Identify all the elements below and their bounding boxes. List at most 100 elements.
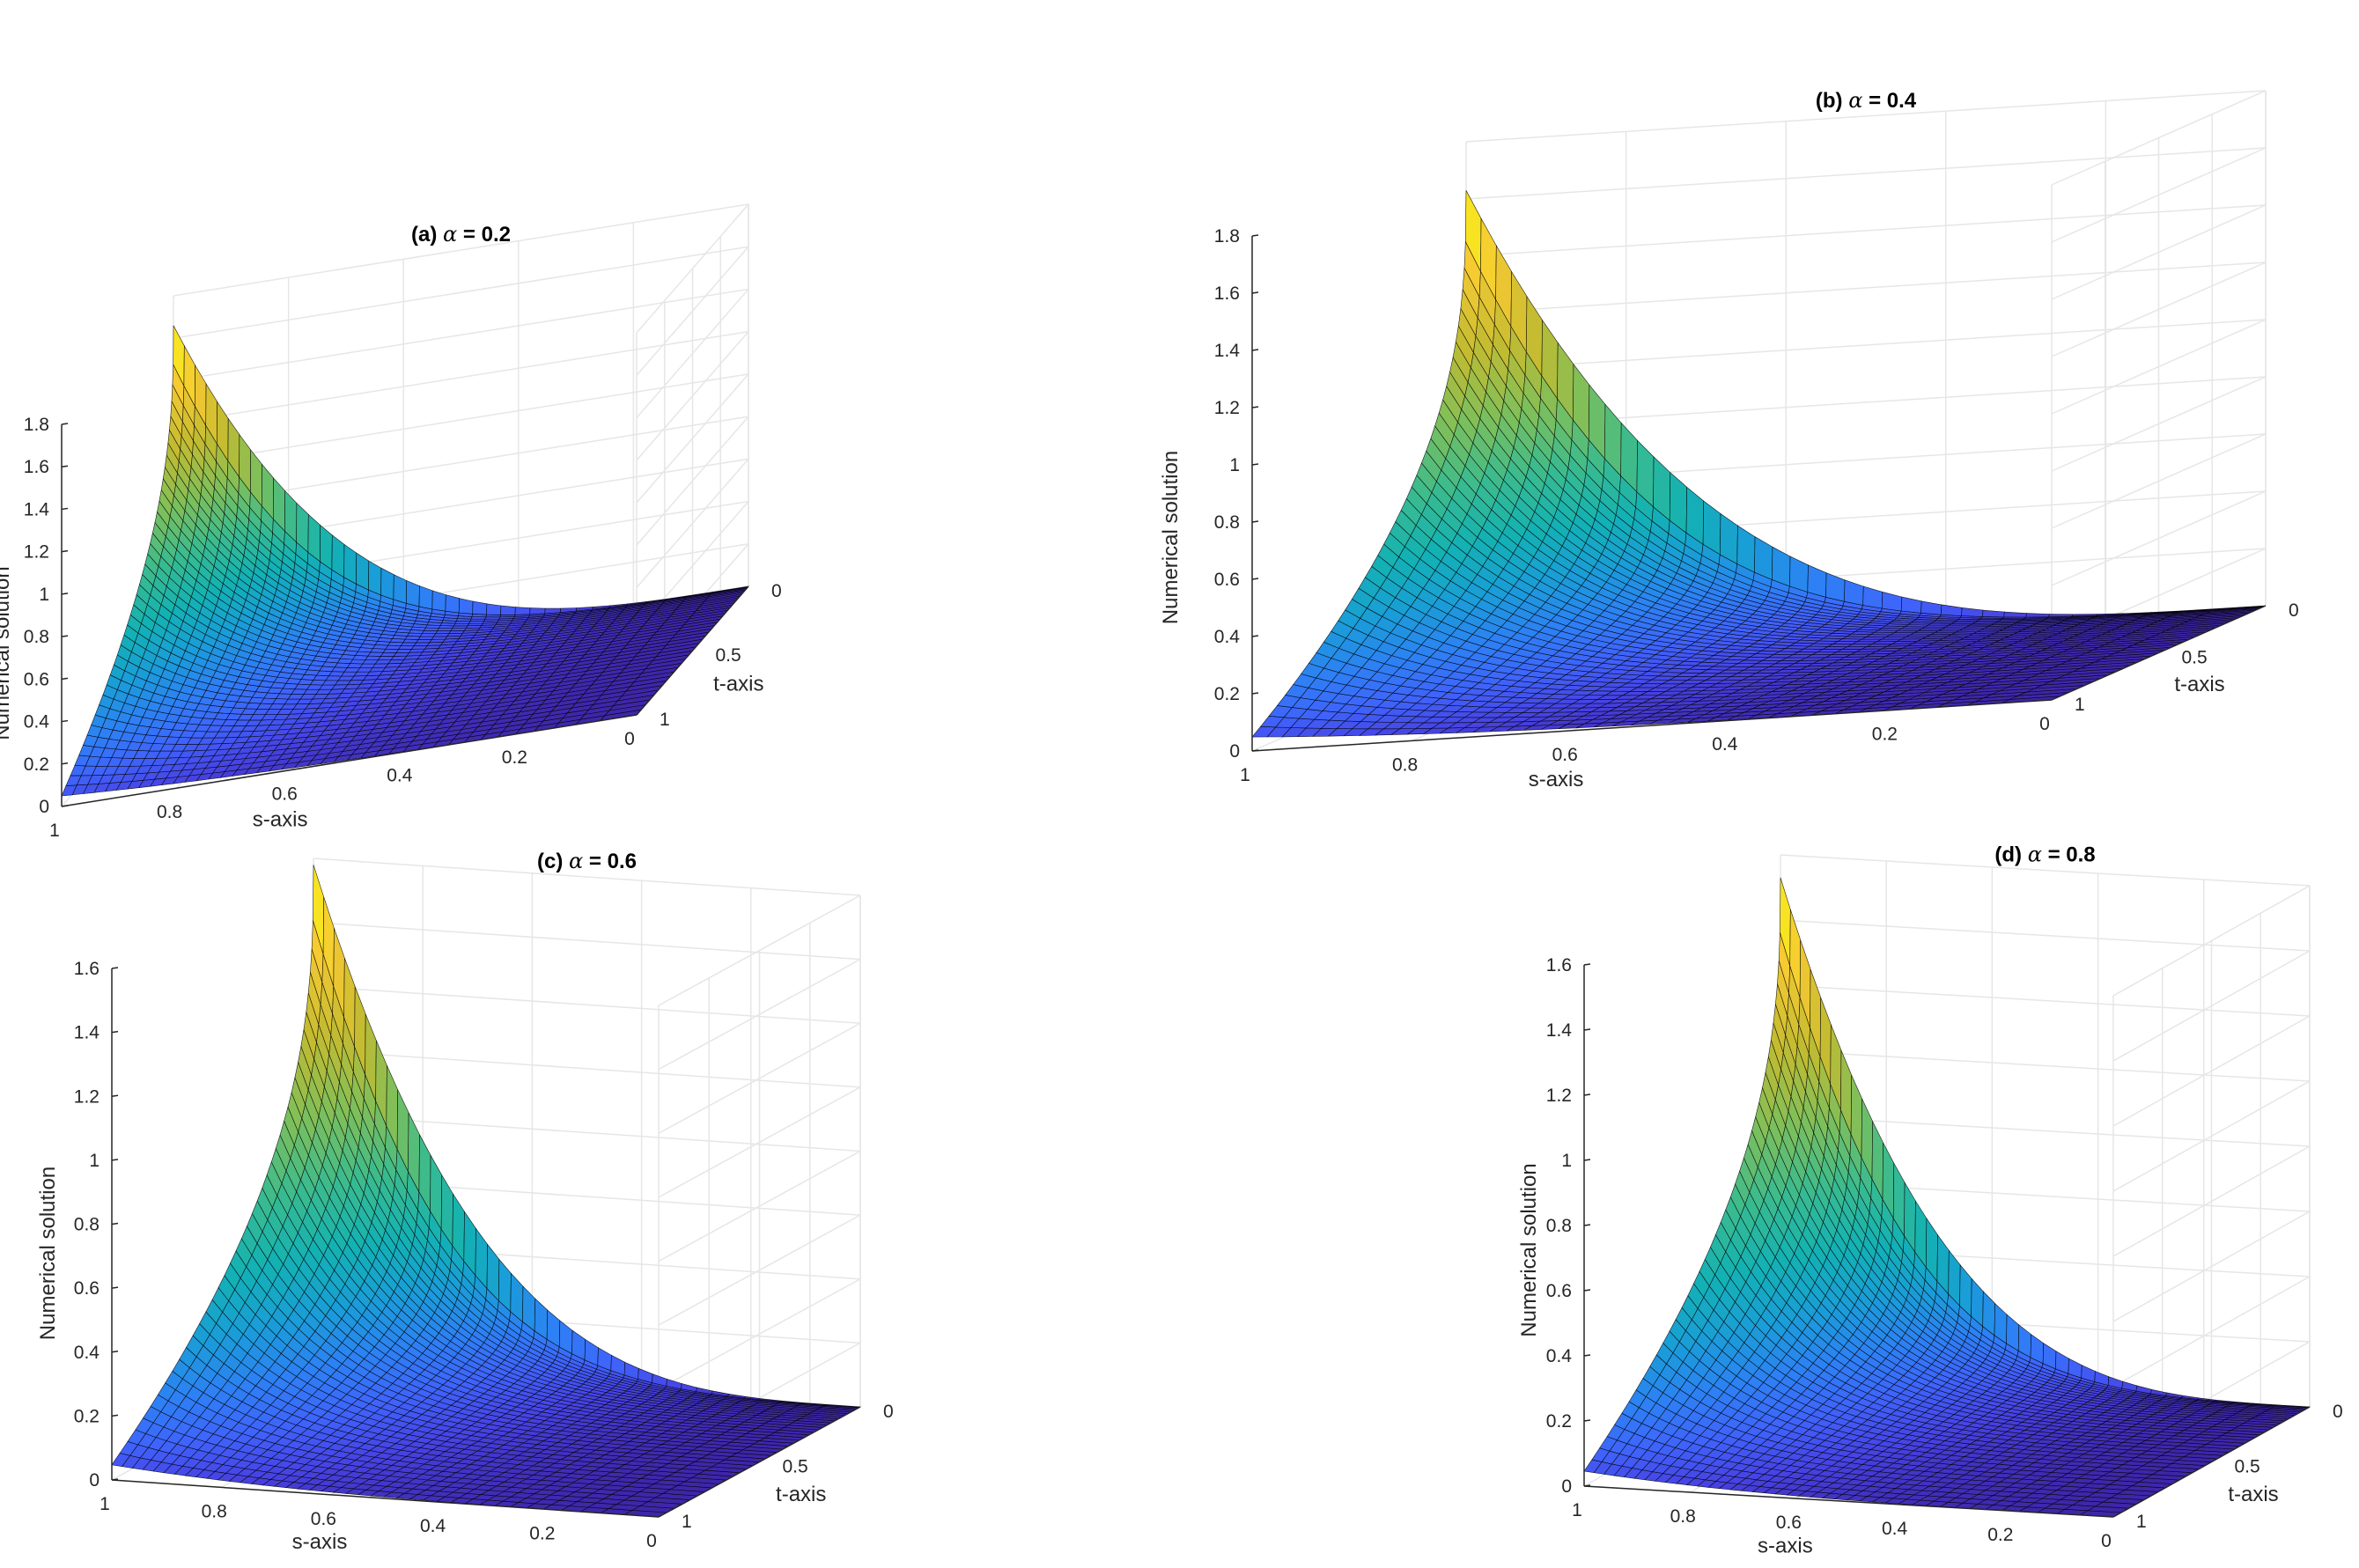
s-tick-label: 0.2 [502, 747, 527, 768]
panel-title: (a) α = 0.2 [411, 222, 511, 247]
surface-cell [544, 607, 562, 615]
surface-cell [500, 605, 516, 615]
surface-cell [1754, 536, 1773, 580]
z-tick [1251, 291, 1259, 294]
t-tick-label: 1 [2075, 695, 2085, 715]
z-tick-label: 1.2 [24, 542, 49, 563]
surface-cell [1844, 579, 1864, 606]
surface-cell [453, 622, 470, 627]
t-tick-label: 0.5 [716, 645, 741, 666]
z-tick [61, 465, 69, 467]
grid-line [1465, 261, 2267, 314]
panel-title: (b) α = 0.4 [1816, 88, 1917, 113]
t-axis-label: t-axis [2174, 673, 2224, 696]
grid-line [1465, 319, 2267, 372]
z-tick-label: 1.4 [1214, 341, 1241, 361]
s-tick-label: 0.6 [272, 784, 298, 804]
grid-line [173, 330, 749, 424]
t-tick-label: 0 [2289, 600, 2299, 621]
z-tick-label: 0.4 [1214, 627, 1241, 647]
z-tick-label: 0.4 [24, 712, 50, 732]
surface-cell [320, 524, 333, 571]
surface-cell [445, 594, 460, 614]
surface-cell [356, 552, 370, 591]
surface-cell [472, 600, 488, 615]
surface-cell [1736, 525, 1756, 573]
s-tick-label: 1 [1240, 765, 1250, 785]
z-tick-label: 1.6 [24, 457, 49, 477]
surface-cell [1807, 564, 1827, 598]
s-tick-label: 0.4 [387, 766, 413, 786]
z-tick-label: 1 [39, 585, 49, 605]
grid-line [173, 373, 749, 467]
z-tick-label: 0.8 [24, 627, 49, 647]
z-tick [61, 593, 69, 595]
z-tick [1251, 578, 1259, 580]
z-axis-label: Numerical solution [0, 566, 14, 740]
surface-cell [368, 560, 382, 596]
surface-mesh [111, 865, 862, 1518]
surface-cell [2025, 613, 2050, 618]
t-tick-label: 1 [660, 710, 670, 730]
grid-line [1465, 147, 2267, 200]
surface-panel-c: 00.20.40.60.811.21.41.61 0.8 0.6 0.4 0.2 000.… [36, 849, 894, 1554]
surface-cell [416, 638, 432, 644]
z-tick-label: 1.8 [24, 415, 49, 435]
s-tick-label: 0.8 [1392, 755, 1418, 775]
z-tick-label: 0.6 [1214, 570, 1240, 590]
s-axis-label: s-axis [1529, 768, 1584, 791]
z-tick [1251, 463, 1259, 466]
z-tick-label: 1.2 [1214, 398, 1240, 418]
surface-cell [393, 574, 408, 604]
surface-mesh [61, 325, 749, 797]
surface-cell [418, 585, 433, 610]
surface-cell [400, 642, 417, 646]
grid-line [173, 203, 749, 297]
s-tick-label: 0.2 [1872, 725, 1898, 745]
surface-cell [484, 616, 501, 620]
z-tick-label: 0 [1229, 741, 1240, 762]
z-tick [1251, 406, 1259, 409]
z-tick-label: 0.2 [1214, 684, 1240, 704]
surface-cell [431, 636, 448, 640]
surface-cell [1789, 556, 1809, 593]
z-tick-label: 0.8 [1214, 512, 1240, 533]
surface-panel-b: 00.20.40.60.811.21.41.61.810.80.60.40.20… [1159, 88, 2299, 791]
grid-line [173, 288, 749, 382]
surface-cell [331, 534, 345, 578]
surface-cell [417, 636, 435, 640]
z-tick [61, 423, 69, 425]
grid-line [173, 246, 749, 339]
z-tick [61, 507, 69, 511]
surface-cell [385, 644, 402, 650]
surface-cell [431, 590, 446, 612]
surface-cell [1862, 585, 1884, 609]
surface-cell [1961, 607, 1984, 617]
surface-cell [1825, 572, 1846, 602]
surface-cell [486, 603, 502, 615]
z-tick-label: 0.6 [24, 669, 49, 689]
z-tick [1251, 635, 1259, 637]
surface-cell [452, 625, 468, 629]
z-tick [61, 635, 69, 637]
surface-panel-a: 00.20.40.60.811.21.41.61.810.80.60.40.20… [0, 203, 782, 841]
surface-cell [458, 598, 474, 615]
z-tick-label: 1.8 [1214, 226, 1240, 247]
surface-cell [529, 607, 546, 615]
surface-cell [1920, 600, 1942, 615]
z-tick [61, 719, 69, 723]
grid-line [1465, 204, 2267, 257]
z-tick [61, 549, 69, 553]
t-axis-label: t-axis [713, 672, 763, 696]
z-tick-label: 0.2 [24, 755, 49, 775]
z-tick [1251, 520, 1259, 523]
z-tick [1251, 692, 1259, 695]
s-tick-label: 0.4 [1712, 734, 1738, 755]
s-tick-label: 1 [49, 821, 60, 841]
z-tick [61, 762, 69, 765]
surface-cell [1900, 596, 1922, 614]
surface-cell [380, 567, 394, 600]
s-tick-label: 0.6 [1552, 745, 1578, 765]
z-tick [61, 677, 69, 681]
